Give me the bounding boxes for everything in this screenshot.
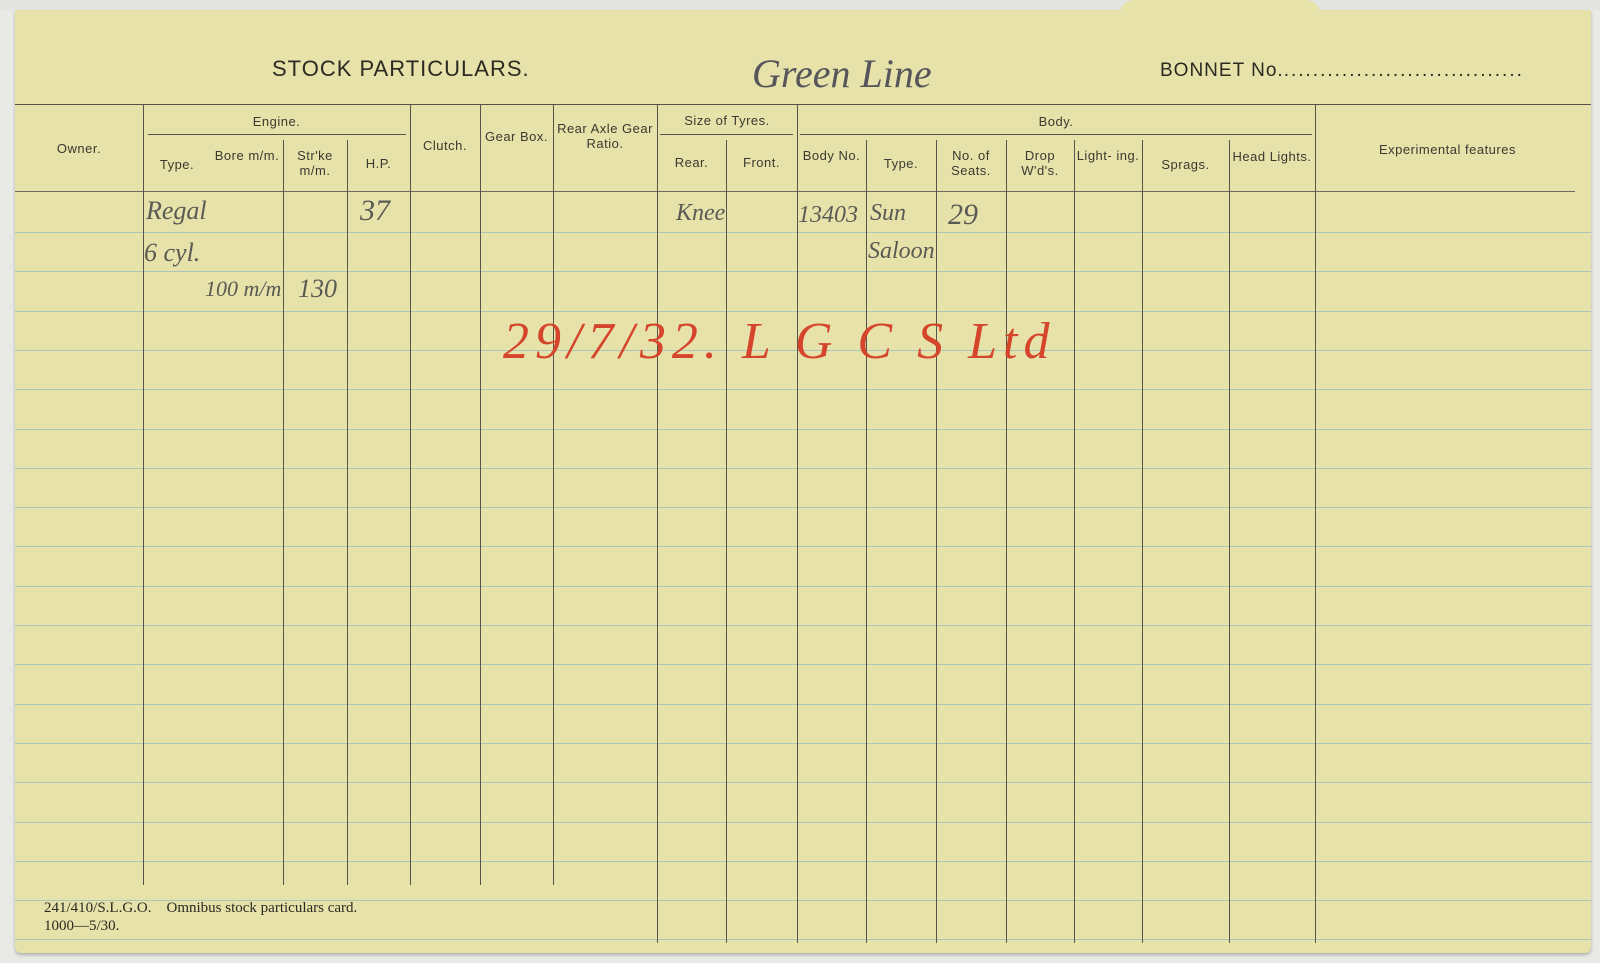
column-divider: [480, 105, 482, 885]
ruled-line: [15, 585, 1591, 587]
header-bore: Bore m/m.: [214, 148, 280, 163]
ruled-line: [15, 507, 1591, 509]
bonnet-label: BONNET No...............................…: [1160, 60, 1524, 82]
ruled-line: [15, 310, 1591, 312]
column-divider: [410, 105, 412, 885]
column-divider: [553, 105, 555, 885]
column-divider: [1006, 140, 1008, 943]
column-divider: [1229, 140, 1231, 943]
header-engine-type: Type.: [159, 157, 195, 172]
ruled-line: [15, 664, 1591, 666]
entry-body-no: 13403: [798, 202, 858, 228]
header-hp: H.P.: [365, 156, 392, 171]
ruled-line: [15, 821, 1591, 823]
ruled-line: [15, 900, 1591, 902]
column-divider: [866, 140, 868, 943]
ruled-line: [15, 546, 1591, 548]
ruled-line: [15, 349, 1591, 351]
header-stroke: Str'ke m/m.: [297, 148, 333, 178]
ruled-line: [15, 860, 1591, 862]
header-engine: Engine.: [252, 114, 301, 129]
ruled-line: [15, 782, 1591, 784]
header-owner: Owner.: [56, 141, 102, 156]
column-divider: [936, 140, 938, 943]
column-divider: [1315, 105, 1317, 943]
ruled-line: [15, 742, 1591, 744]
header-sprags: Sprags.: [1161, 157, 1210, 172]
entry-bore: 100 m/m: [205, 276, 282, 301]
column-divider: [657, 105, 659, 943]
ruled-line: [15, 232, 1591, 233]
entry-tyres-rear: Knee: [676, 200, 726, 226]
body-subheader-line: [800, 134, 1312, 136]
header-rear-axle: Rear Axle Gear Ratio.: [557, 121, 653, 151]
entry-engine-cylinders: 6 cyl.: [144, 238, 201, 267]
card-title: STOCK PARTICULARS.: [272, 56, 530, 81]
entry-body-type-1: Sun: [870, 200, 906, 226]
footer-print-run: 1000—5/30.: [44, 918, 120, 934]
header-tyres: Size of Tyres.: [684, 113, 770, 128]
ruled-line: [15, 467, 1591, 469]
ruled-line: [15, 703, 1591, 705]
header-tyres-front: Front.: [743, 155, 780, 170]
header-clutch: Clutch.: [423, 138, 467, 153]
header-drop-windows: Drop W'd's.: [1021, 148, 1059, 178]
entry-seats: 29: [948, 198, 978, 231]
entry-engine-type: Regal: [146, 196, 207, 225]
ruled-line: [15, 428, 1591, 430]
ruled-line: [15, 625, 1591, 626]
ruled-line: [15, 389, 1591, 391]
header-experimental: Experimental features: [1379, 142, 1516, 157]
header-top-line: [15, 104, 1591, 106]
header-head-lights: Head Lights.: [1232, 149, 1312, 164]
bonnet-dots: .................................: [1283, 60, 1524, 81]
column-divider: [797, 105, 799, 943]
tyres-subheader-line: [660, 134, 793, 136]
header-body-no: Body No.: [802, 148, 861, 163]
entry-body-type-2: Saloon: [868, 238, 935, 264]
header-bottom-line: [15, 191, 1575, 192]
header-body-type: Type.: [883, 156, 919, 171]
ruled-line: [15, 271, 1591, 273]
column-divider: [143, 105, 145, 885]
red-ink-annotation: 29/7/32. L G C S Ltd: [503, 313, 1056, 370]
engine-subheader-line: [148, 134, 406, 136]
header-body: Body.: [1038, 114, 1074, 129]
scan-background: [0, 0, 1600, 10]
header-tyres-rear: Rear.: [674, 155, 709, 170]
column-divider: [347, 140, 349, 885]
entry-hp: 37: [360, 194, 390, 227]
header-gear-box: Gear Box.: [484, 129, 549, 144]
column-divider: [1142, 140, 1144, 943]
column-divider: [726, 140, 728, 943]
footer-form-number: 241/410/S.L.G.O. Omnibus stock particula…: [44, 900, 358, 916]
ruled-line: [15, 939, 1591, 941]
header-lighting: Light- ing.: [1076, 148, 1140, 163]
route-handwritten: Green Line: [752, 51, 932, 96]
column-divider: [283, 140, 285, 885]
stock-particulars-card: [15, 0, 1591, 953]
bonnet-label-text: BONNET No.: [1160, 60, 1284, 81]
column-divider: [1074, 140, 1076, 943]
card-index-tab: [1120, 0, 1320, 14]
entry-stroke: 130: [298, 274, 337, 303]
header-seats: No. of Seats.: [951, 148, 991, 178]
